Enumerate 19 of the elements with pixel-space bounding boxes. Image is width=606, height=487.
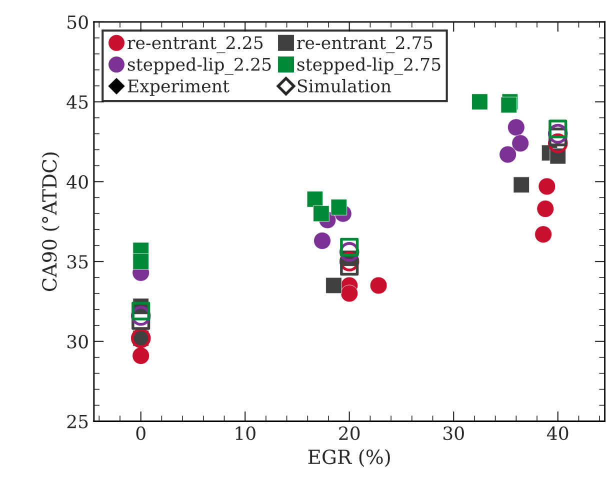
y-tick-label: 40	[66, 175, 88, 189]
legend-label: re-entrant_2.75	[297, 36, 432, 54]
y-tick-label: 50	[68, 15, 88, 30]
y-tick-label: 45	[66, 95, 88, 109]
legend-label: Experiment	[128, 79, 230, 96]
legend-label: re-entrant_2.25	[128, 36, 263, 54]
x-tick-label: 30	[444, 426, 464, 440]
y-tick-label: 30	[67, 334, 88, 349]
x-axis-title: EGR (%)	[308, 449, 390, 467]
y-tick-label: 25	[67, 414, 88, 428]
legend-label: stepped-lip_2.75	[297, 57, 440, 75]
y-axis-title: CA90 (°ATDC)	[42, 152, 60, 292]
legend-label: stepped-lip_2.25	[128, 57, 271, 75]
x-tick-label: 10	[236, 426, 256, 440]
x-tick-label: 0	[136, 426, 146, 440]
x-tick-label: 20	[339, 426, 360, 440]
y-tick-label: 35	[67, 254, 88, 269]
legend-label: Simulation	[298, 79, 392, 92]
x-tick-label: 40	[546, 426, 568, 440]
